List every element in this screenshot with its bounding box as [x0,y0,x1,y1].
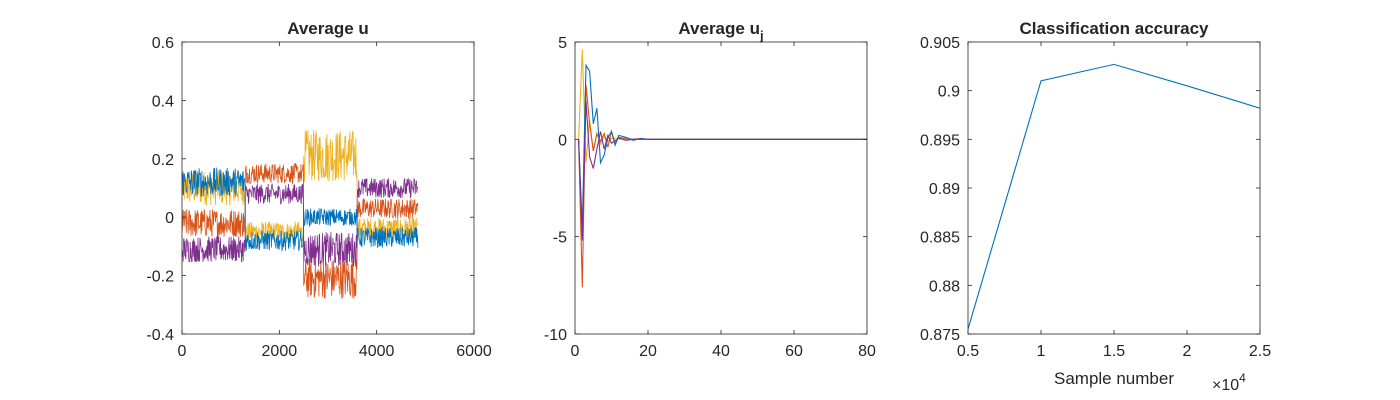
chart-panel-3: 0.5 1 1.5 2 2.5 0.875 0.88 0.885 0.89 0.895 0.9 0.9… [920,19,1271,394]
series-line-blue [968,63,1260,330]
x-tick-label: 20 [639,343,657,360]
series-line-orange [182,163,419,299]
x-tick-label: 2.5 [1249,343,1271,360]
y-tick-label: 0 [165,210,174,227]
y-tick-label: -10 [544,327,567,344]
x-tick-label: 80 [858,343,876,360]
x-tick-label: 60 [785,343,803,360]
series-line-blue [578,63,867,227]
x-exponent-power: 4 [1239,371,1246,385]
series-line-orange [578,84,867,288]
series-line-yellow [578,49,867,163]
y-tick-label: 0.88 [929,278,960,295]
x-tick-label: 40 [712,343,730,360]
y-tick-label: -0.4 [146,327,174,344]
y-tick-label: 0.6 [152,35,174,52]
plot-area [578,49,867,288]
x-tick-label: 4000 [359,343,395,360]
y-tick-label: 0.905 [920,35,960,52]
y-tick-label: 0.2 [152,152,174,169]
chart-panel-1: 0 2000 4000 6000 -0.4 -0.2 0 0.2 0.4 0.6 Average u [146,19,491,360]
chart-panel-2: 0 20 40 60 80 -10 -5 0 5 Average uj [544,19,876,360]
x-tick-label: 2000 [262,343,298,360]
x-tick-label: 0.5 [957,343,979,360]
axes-box [967,41,1261,335]
chart-title: Classification accuracy [1020,19,1210,38]
x-tick-label: 0 [178,343,187,360]
x-tick-label: 0 [571,343,580,360]
y-tick-label: 0.885 [920,230,960,247]
x-tick-label: 2 [1183,343,1192,360]
x-tick-label: 1 [1037,343,1046,360]
axes-box [181,41,475,335]
y-tick-label: 0.89 [929,181,960,198]
y-tick-label: 0.895 [920,132,960,149]
y-tick-label: 0.9 [938,84,960,101]
y-tick-label: 0 [558,132,567,149]
x-tick-label: 1.5 [1103,343,1125,360]
y-tick-label: -0.2 [146,269,174,286]
axes-box [574,41,868,335]
chart-title: Average uj [678,19,763,43]
series-line-purple [182,177,419,267]
x-axis-label: Sample number [1054,369,1174,388]
series-line-purple [578,100,867,241]
x-tick-label: 6000 [456,343,492,360]
y-tick-label: -5 [553,230,567,247]
plot-area [182,129,419,299]
y-tick-label: 0.4 [152,93,174,110]
x-exponent-label: ×104 [1212,371,1246,394]
chart-title: Average u [287,19,369,38]
series-line-blue [182,167,419,252]
y-tick-label: 0.875 [920,327,960,344]
plot-area [968,63,1260,330]
title-subscript: j [759,28,764,43]
y-tick-label: 5 [558,35,567,52]
